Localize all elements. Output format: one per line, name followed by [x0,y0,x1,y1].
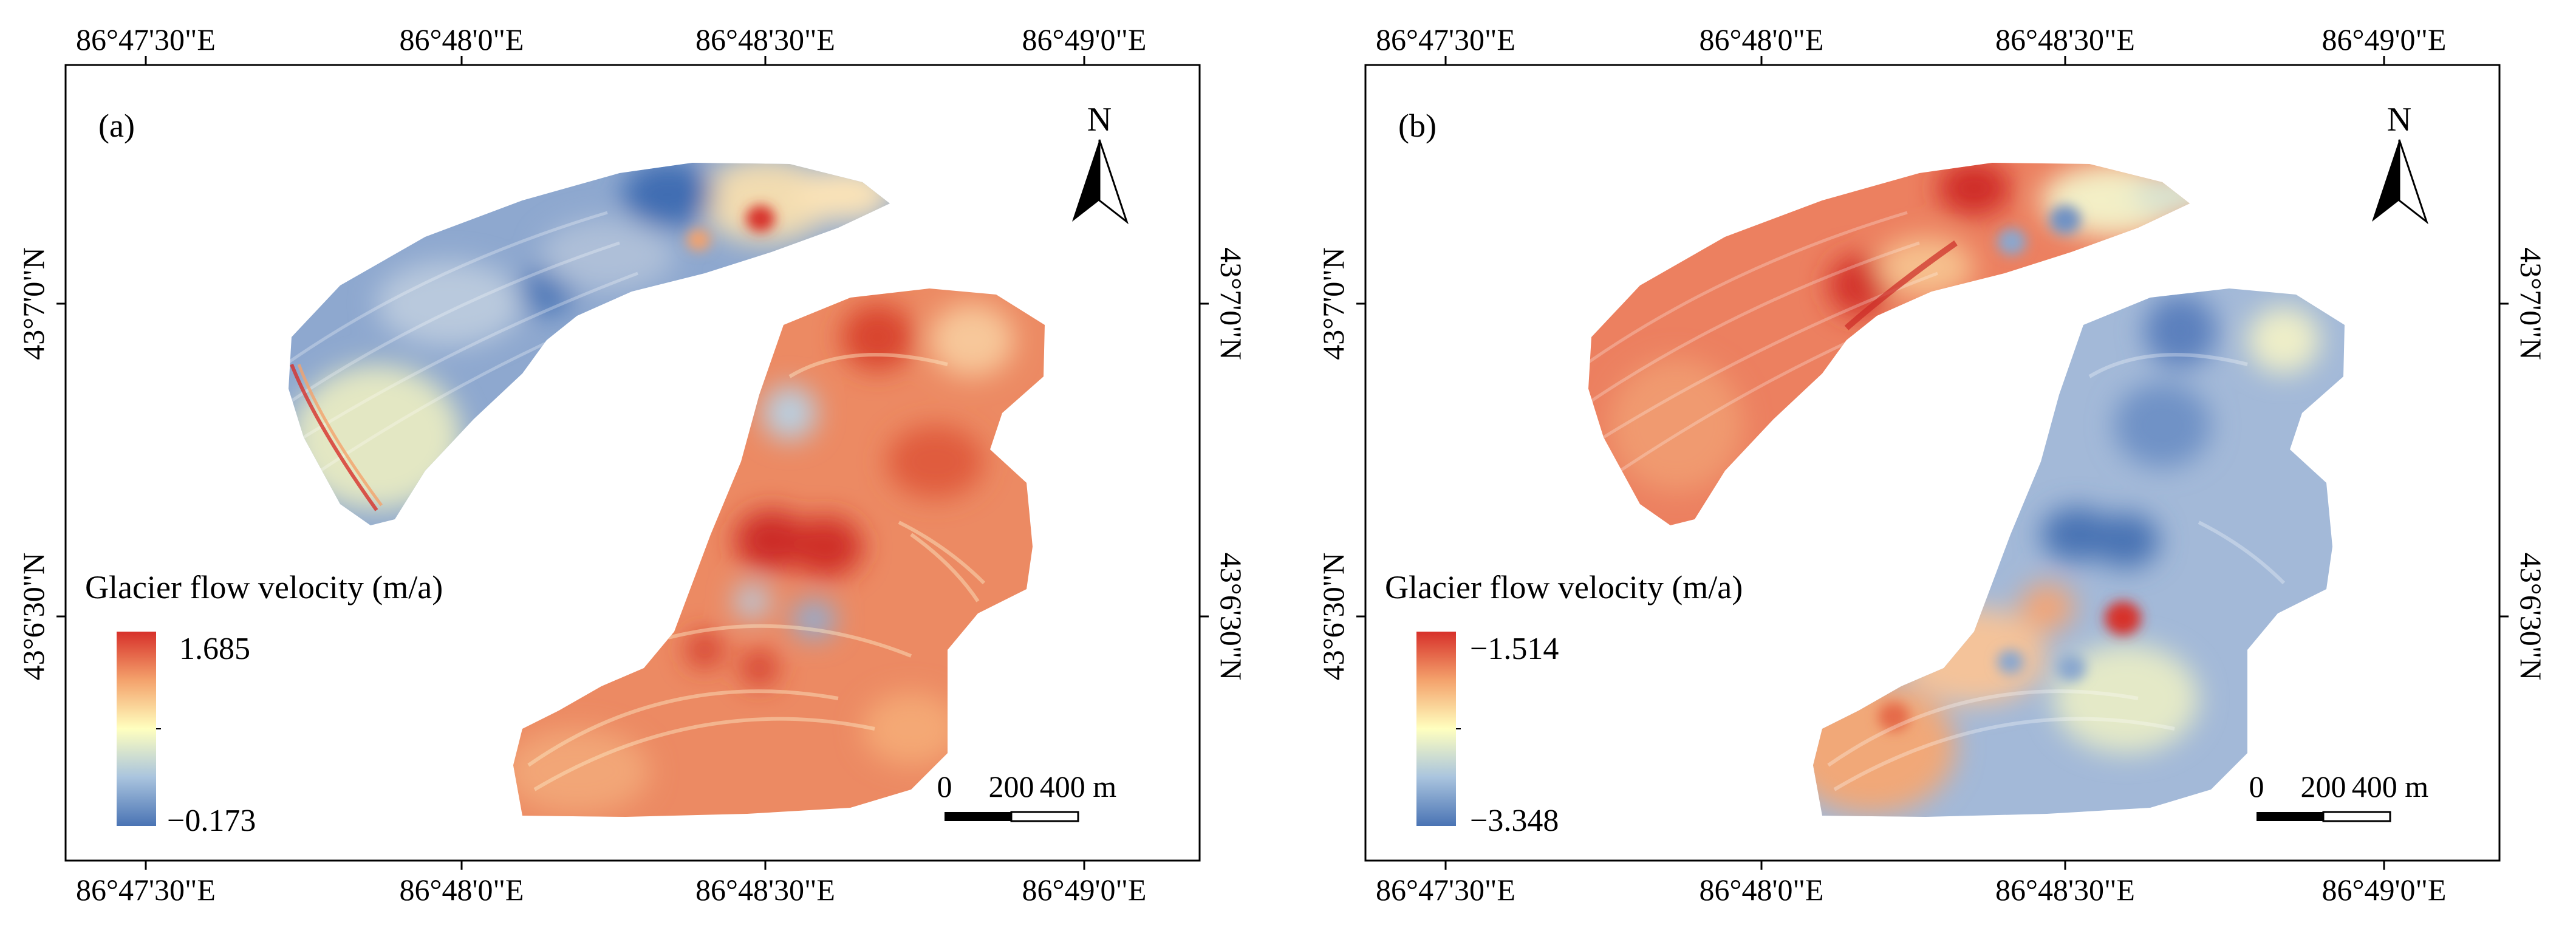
north-label: N [1087,101,1112,138]
bottom-lon-label: 86°49'0"E [1022,873,1147,907]
panel-label: (b) [1398,107,1437,144]
bottom-lon-label: 86°49'0"E [2322,873,2447,907]
scale-bar: 0 200 400 m [2249,769,2429,822]
top-lon-label: 86°49'0"E [2322,22,2447,56]
bottom-lon-label: 86°47'30"E [76,873,216,907]
legend: Glacier flow velocity (m/a) 1.685 −0.173 [85,569,443,838]
bottom-lon-label: 86°47'30"E [1376,873,1515,907]
scale-end: 400 m [2352,769,2429,803]
left-lat-label: 43°7'0"N [16,247,50,360]
scale-bar: 0 200 400 m [937,769,1117,822]
scale-end: 400 m [1040,769,1117,803]
legend-min: −3.348 [1470,803,1559,838]
bottom-lon-label: 86°48'0"E [1700,873,1824,907]
north-arrow: N [2372,101,2428,225]
scale-mid: 200 [2301,769,2346,803]
top-lon-label: 86°48'30"E [695,22,835,56]
right-lat-label: 43°7'0"N [2514,247,2548,360]
top-lon-label: 86°48'30"E [1995,22,2135,56]
north-label: N [2387,101,2411,138]
panel-a: 86°47'30"E 86°48'0"E 86°48'30"E 86°49'0"… [16,22,1248,907]
bottom-lon-label: 86°48'30"E [1995,873,2135,907]
lower-glacier [1813,288,2345,817]
legend-colorbar [1416,632,1456,826]
right-lat-label: 43°7'0"N [1214,247,1248,360]
legend: Glacier flow velocity (m/a) −1.514 −3.34… [1385,569,1743,838]
panel-b: 86°47'30"E 86°48'0"E 86°48'30"E 86°49'0"… [1316,22,2548,907]
tick-marks [56,56,1209,870]
scale-zero: 0 [2249,769,2264,803]
scale-mid: 200 [989,769,1034,803]
top-lon-label: 86°48'0"E [400,22,524,56]
map-frame [1364,64,2501,862]
legend-title: Glacier flow velocity (m/a) [1385,569,1743,606]
right-lat-label: 43°6'30"N [2514,553,2548,681]
bottom-lon-label: 86°48'30"E [695,873,835,907]
top-lon-label: 86°47'30"E [76,22,216,56]
lower-glacier [513,288,1045,817]
left-lat-label: 43°7'0"N [1316,247,1350,360]
legend-title: Glacier flow velocity (m/a) [85,569,443,606]
tick-marks [1356,56,2509,870]
scale-zero: 0 [937,769,952,803]
legend-max: −1.514 [1470,632,1559,666]
top-lon-label: 86°48'0"E [1700,22,1824,56]
left-lat-label: 43°6'30"N [16,553,50,681]
panel-label: (a) [98,107,135,144]
top-lon-label: 86°49'0"E [1022,22,1147,56]
bottom-lon-label: 86°48'0"E [400,873,524,907]
legend-max: 1.685 [179,632,250,666]
left-lat-label: 43°6'30"N [1316,553,1350,681]
map-frame [64,64,1201,862]
legend-colorbar [117,632,156,826]
right-lat-label: 43°6'30"N [1214,553,1248,681]
legend-min: −0.173 [167,803,256,838]
top-lon-label: 86°47'30"E [1376,22,1515,56]
north-arrow: N [1072,101,1129,225]
